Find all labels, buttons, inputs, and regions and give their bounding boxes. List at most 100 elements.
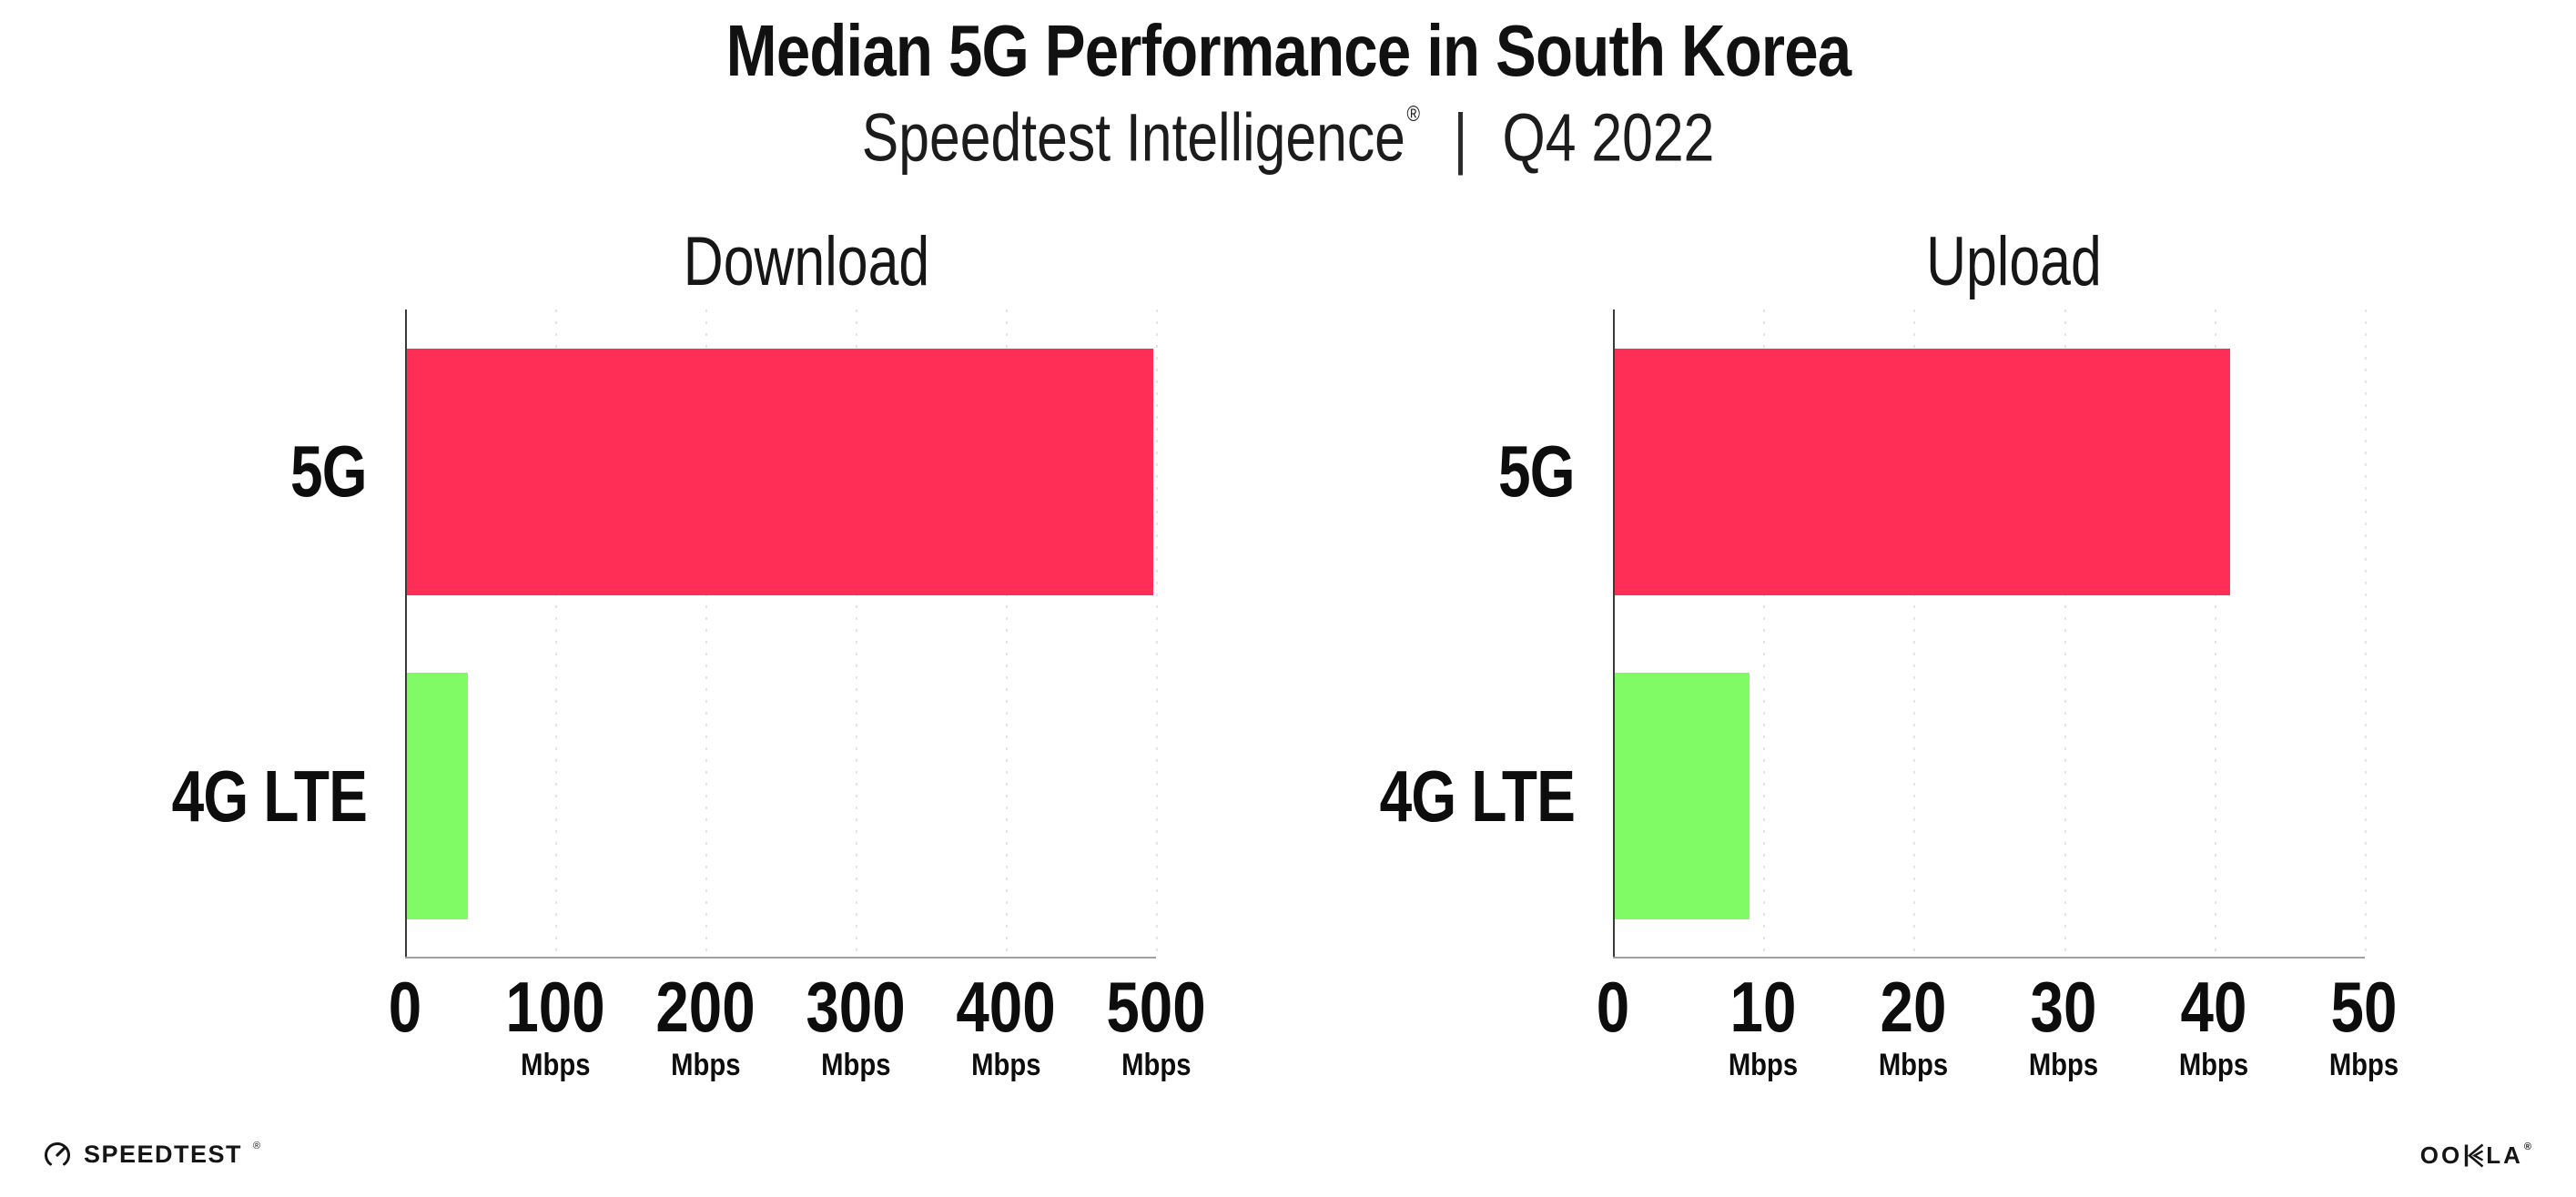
category-label-text: 4G LTE (171, 755, 368, 837)
x-tick-value: 0 (385, 967, 424, 1047)
y-axis-line (1613, 309, 1615, 959)
chart-body: 5G 4G LTE (1344, 309, 2367, 959)
x-tick-unit-text: Mbps (970, 1048, 1041, 1082)
gridline-300 (856, 309, 857, 959)
chart-title-text: Upload (1926, 223, 2102, 300)
x-tick-unit: Mbps (496, 1048, 614, 1082)
gridline-10 (1763, 309, 1766, 959)
x-tick-value: 300 (796, 967, 915, 1047)
page-title-text: Median 5G Performance in South Korea (725, 10, 1851, 91)
plot-area (405, 309, 1158, 959)
speedtest-logo: SPEEDTEST ® (42, 1136, 260, 1172)
chart-body: 5G 4G LTE (137, 309, 1158, 959)
bar-5g (1615, 348, 2230, 595)
x-tick-value-text: 20 (1880, 967, 1947, 1047)
x-tick-unit: Mbps (2324, 1048, 2405, 1082)
grid-layer (1613, 309, 2367, 959)
x-tick-unit: Mbps (1873, 1048, 1954, 1082)
x-tick-unit-text: Mbps (2178, 1048, 2249, 1082)
x-tick-unit: Mbps (1723, 1048, 1804, 1082)
page-subtitle: Speedtest Intelligence® | Q4 2022 (0, 89, 2576, 176)
x-tick-value: 50 (2324, 971, 2405, 1042)
x-tick-100: 100 Mbps (496, 971, 614, 1082)
chart-row-4g-lte (1615, 634, 2365, 959)
x-tick-value: 400 (947, 971, 1065, 1042)
x-tick-unit-text: Mbps (670, 1048, 741, 1082)
x-tick-value-text: 40 (2180, 967, 2247, 1047)
x-tick-400: 400 Mbps (947, 971, 1065, 1082)
chart-row-5g (1615, 309, 2365, 634)
x-axis-ticks: 0 10 Mbps 20 Mbps 30 Mbps 40 Mbps 50 Mbps (1597, 959, 2399, 1095)
ookla-logo: OO LA ® (2420, 1140, 2534, 1171)
x-tick-value-text: 10 (1729, 967, 1797, 1047)
x-tick-unit-text: Mbps (1878, 1048, 1949, 1082)
subtitle-brand: Speedtest Intelligence (861, 99, 1405, 176)
x-tick-value-text: 500 (1106, 967, 1206, 1047)
x-tick-value: 200 (646, 967, 765, 1047)
x-tick-unit-text: Mbps (2028, 1048, 2099, 1082)
chart-title: Upload (1613, 218, 2364, 309)
x-tick-value: 0 (1593, 967, 1632, 1047)
gridline-40 (2214, 309, 2216, 959)
chart-row-4g-lte (407, 634, 1156, 959)
x-tick-200: 200 Mbps (646, 967, 765, 1082)
category-label-4g-lte: 4G LTE (137, 634, 405, 959)
ookla-registered-mark: ® (2523, 1141, 2534, 1152)
chart-row-5g (407, 309, 1156, 634)
x-tick-value-text: 200 (655, 967, 756, 1047)
plot-area (1613, 309, 2367, 959)
chart-title-text: Download (683, 223, 929, 300)
bar-rows (407, 309, 1156, 959)
x-tick-50: 50 Mbps (2324, 971, 2405, 1082)
x-tick-10: 10 Mbps (1723, 967, 1804, 1082)
gridline-400 (1006, 309, 1008, 959)
x-tick-value: 500 (1097, 967, 1215, 1047)
x-axis-line (405, 957, 1156, 959)
x-tick-value: 30 (2023, 971, 2104, 1042)
subtitle-period: Q4 2022 (1502, 99, 1715, 176)
x-tick-value-text: 0 (1596, 967, 1630, 1047)
category-labels: 5G 4G LTE (137, 309, 405, 959)
upload-chart-panel: Upload 5G 4G LTE 0 10 Mbps 20 Mbps 30 Mbps 40 Mbp… (1344, 218, 2399, 1095)
gridline-20 (1913, 309, 1916, 959)
x-tick-unit: Mbps (646, 1048, 765, 1082)
x-tick-0: 0 (1593, 967, 1632, 1047)
bar-rows (1615, 309, 2365, 959)
gridline-500 (1156, 309, 1158, 959)
x-tick-40: 40 Mbps (2174, 967, 2255, 1082)
x-tick-unit: Mbps (947, 1048, 1065, 1082)
gridline-100 (555, 309, 557, 959)
x-tick-value: 100 (496, 971, 614, 1042)
x-tick-500: 500 Mbps (1097, 967, 1215, 1082)
category-label-text: 5G (1498, 431, 1576, 512)
speedtest-gauge-icon (45, 1142, 70, 1168)
x-tick-value-text: 300 (806, 967, 906, 1047)
x-tick-unit-text: Mbps (820, 1048, 891, 1082)
gridline-200 (705, 309, 707, 959)
x-tick-value-text: 0 (388, 967, 422, 1047)
x-tick-unit: Mbps (1097, 1048, 1215, 1082)
download-chart-panel: Download 5G 4G LTE 0 100 Mbps 200 Mbps 300 Mbps… (137, 218, 1206, 1095)
bar-4g-lte (1615, 673, 1750, 920)
x-tick-unit-text: Mbps (2328, 1048, 2399, 1082)
x-tick-20: 20 Mbps (1873, 967, 1954, 1082)
x-tick-value: 10 (1723, 967, 1804, 1047)
gridline-30 (2064, 309, 2066, 959)
speedtest-wordmark: SPEEDTEST (84, 1140, 243, 1168)
subtitle-divider: | (1453, 99, 1468, 176)
category-label-5g: 5G (1344, 309, 1613, 634)
x-tick-value: 20 (1873, 967, 1954, 1047)
x-axis-line (1613, 957, 2365, 959)
x-tick-unit: Mbps (2023, 1048, 2104, 1082)
category-label-4g-lte: 4G LTE (1344, 634, 1613, 959)
category-labels: 5G 4G LTE (1344, 309, 1613, 959)
ookla-wordmark-left: OO (2419, 1141, 2463, 1169)
speedtest-registered-mark: ® (253, 1141, 261, 1151)
category-label-text: 5G (290, 431, 368, 512)
y-axis-line (405, 309, 407, 959)
x-tick-value: 40 (2174, 967, 2255, 1047)
x-tick-unit-text: Mbps (520, 1048, 591, 1082)
x-tick-30: 30 Mbps (2023, 971, 2104, 1082)
x-tick-unit-text: Mbps (1728, 1048, 1799, 1082)
x-tick-300: 300 Mbps (796, 967, 915, 1082)
